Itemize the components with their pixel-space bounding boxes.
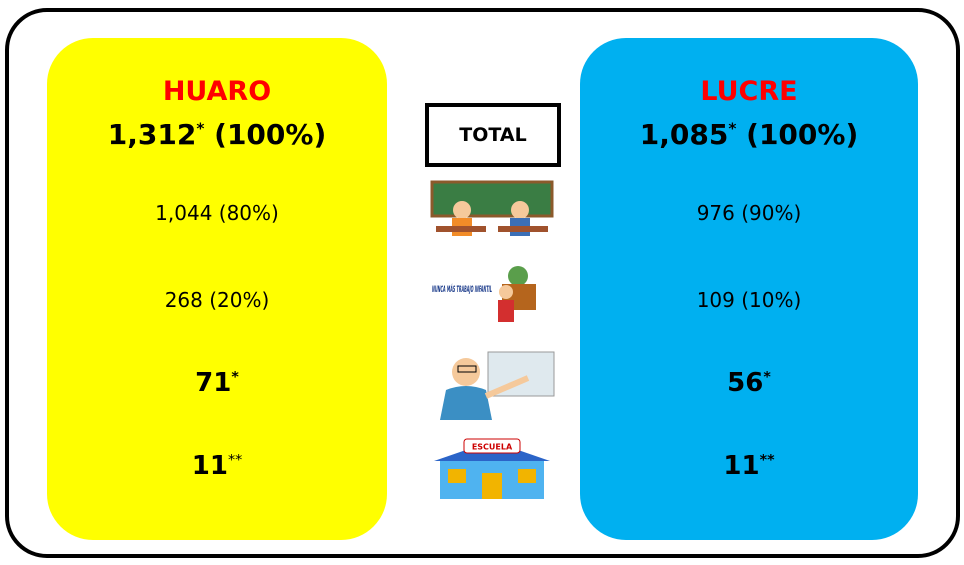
total-box: TOTAL (425, 103, 561, 167)
students: 1,044 (80%) (47, 201, 387, 225)
child-labor: 268 (20%) (47, 288, 387, 312)
infographic: HUARO 1,312* (100%) 1,044 (80%) 268 (20%… (0, 0, 964, 565)
child-labor-icon: NUNCA MÁS TRABAJO INFANTIL (428, 262, 556, 330)
students: 976 (90%) (580, 201, 918, 225)
teachers: 71* (47, 368, 387, 398)
schools: 11** (580, 451, 918, 481)
mark: ** (760, 452, 775, 468)
district-total: 1,312* (100%) (47, 118, 387, 151)
value: 56 (727, 368, 763, 398)
mark: * (231, 369, 238, 385)
value: 11 (192, 451, 228, 481)
icon-text: NUNCA MÁS TRABAJO INFANTIL (432, 283, 492, 295)
students-icon (428, 180, 556, 246)
total: 1,312 (108, 118, 197, 151)
district-name: LUCRE (580, 76, 918, 107)
value: 11 (723, 451, 759, 481)
district-name: HUARO (47, 76, 387, 107)
district-total: 1,085* (100%) (580, 118, 918, 151)
teachers: 56* (580, 368, 918, 398)
school-icon: ESCUELA (428, 435, 556, 501)
child-labor: 109 (10%) (580, 288, 918, 312)
pct: (100%) (214, 118, 326, 151)
mark: * (728, 120, 736, 138)
pct: (100%) (746, 118, 858, 151)
mark: * (763, 369, 770, 385)
huaro-panel: HUARO 1,312* (100%) 1,044 (80%) 268 (20%… (47, 38, 387, 540)
mark: ** (228, 452, 242, 468)
lucre-panel: LUCRE 1,085* (100%) 976 (90%) 109 (10%) … (580, 38, 918, 540)
value: 71 (195, 368, 231, 398)
schools: 11** (47, 451, 387, 481)
mark: * (196, 120, 204, 138)
teacher-icon (428, 348, 556, 420)
icon-text: ESCUELA (472, 443, 513, 452)
total: 1,085 (640, 118, 729, 151)
